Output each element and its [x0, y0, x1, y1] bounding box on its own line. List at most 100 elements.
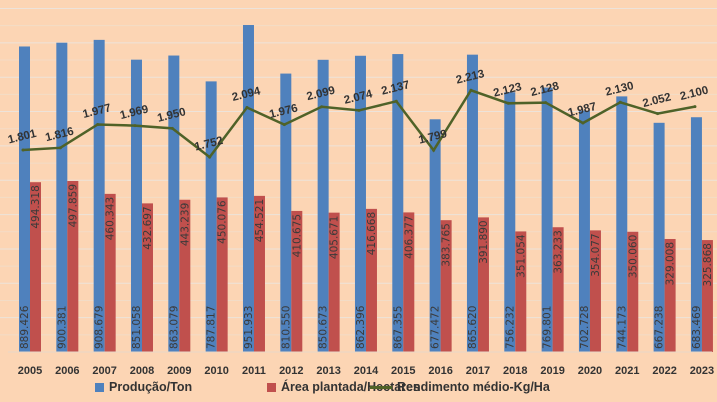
x-tick-label: 2023: [690, 365, 714, 377]
bar-label-producao: 867.355: [392, 306, 404, 349]
bar-label-producao: 850.673: [318, 306, 330, 349]
bar-producao: [616, 96, 628, 352]
x-tick-label: 2010: [204, 365, 228, 377]
bar-label-area: 432.697: [142, 206, 154, 249]
bar-label-producao: 951.933: [243, 306, 255, 349]
bar-area: [664, 238, 676, 352]
bar-label-area: 350.060: [627, 235, 639, 278]
legend-item-area: Área plantada/Hectares: [267, 380, 420, 394]
line-point: [245, 106, 249, 110]
bar-producao: [317, 59, 329, 352]
line-label-rendimento: 2.130: [604, 80, 635, 99]
bar-area: [291, 210, 303, 352]
legend-item-producao: Produção/Ton: [95, 380, 192, 394]
bar-producao: [392, 54, 404, 352]
bar-producao: [168, 55, 180, 353]
bar-area: [30, 182, 41, 352]
line-point: [96, 122, 100, 126]
bar-area: [440, 220, 452, 352]
line-point: [618, 100, 622, 104]
line-point: [282, 123, 286, 127]
bar-label-area: 494.318: [30, 185, 42, 228]
x-tick-label: 2018: [503, 365, 527, 377]
bar-label-area: 325.868: [702, 243, 714, 286]
x-tick-label: 2011: [242, 365, 266, 377]
legend-label: Produção/Ton: [109, 380, 193, 394]
bar-label-producao: 677.472: [430, 306, 442, 349]
x-tick-label: 2014: [354, 365, 379, 377]
bar-label-producao: 862.396: [355, 305, 367, 349]
bar-label-area: 363.233: [553, 230, 565, 273]
line-point: [133, 124, 137, 128]
line-point: [544, 101, 548, 105]
legend-swatch-red: [267, 382, 276, 392]
bar-area: [179, 199, 191, 352]
line-point: [320, 105, 324, 109]
bar-label-area: 460.343: [105, 197, 117, 240]
bar-label-producao: 683.469: [691, 306, 703, 349]
bar-area: [216, 197, 228, 352]
bar-area: [328, 212, 340, 352]
bar-producao: [280, 73, 292, 352]
bar-label-area: 406.377: [403, 215, 415, 258]
x-tick-label: 2017: [466, 365, 490, 377]
x-tick-label: 2009: [167, 365, 191, 377]
legend-swatch-blue: [95, 382, 104, 392]
bar-label-producao: 756.232: [504, 306, 516, 349]
line-point: [208, 155, 212, 159]
bar-label-area: 454.521: [254, 199, 266, 242]
bar-label-area: 329.008: [665, 242, 677, 285]
bar-label-producao: 900.381: [56, 306, 68, 349]
bar-label-producao: 851.058: [131, 306, 143, 349]
legend-label: Rendimento médio-Kg/Ha: [397, 380, 550, 394]
x-tick-label: 2005: [18, 365, 42, 377]
x-tick-label: 2015: [391, 365, 415, 377]
legend-label: Área plantada/Hectares: [281, 380, 420, 394]
bar-area: [701, 240, 713, 352]
line-label-rendimento: 2.100: [679, 84, 710, 103]
bar-label-producao: 702.728: [579, 306, 591, 349]
x-tick-label: 2012: [279, 365, 303, 377]
line-point: [656, 112, 660, 116]
bar-producao: [56, 42, 68, 353]
line-point: [394, 99, 398, 103]
bar-producao: [541, 87, 553, 352]
line-point: [581, 121, 585, 125]
bar-area: [477, 217, 489, 352]
bar-label-area: 354.077: [590, 233, 602, 276]
bar-producao: [429, 119, 441, 353]
bar-label-producao: 744.173: [616, 306, 628, 349]
bar-producao: [690, 117, 702, 353]
line-point: [58, 146, 62, 150]
bar-label-area: 443.239: [179, 203, 191, 246]
x-tick-label: 2007: [92, 365, 116, 377]
line-point: [693, 105, 697, 109]
line-point: [469, 88, 473, 92]
bar-producao: [504, 92, 516, 352]
bar-area: [141, 203, 153, 352]
x-tick-label: 2022: [652, 365, 676, 377]
bar-producao: [130, 59, 142, 353]
bar-label-area: 405.671: [329, 216, 341, 259]
bar-area: [253, 195, 265, 352]
line-point: [21, 148, 25, 152]
line-point: [432, 148, 436, 152]
bar-producao: [354, 55, 366, 353]
bar-label-producao: 769.801: [542, 306, 554, 349]
x-tick-label: 2021: [615, 365, 639, 377]
x-tick-label: 2013: [316, 365, 340, 377]
bar-area: [365, 208, 377, 352]
x-tick-label: 2008: [130, 365, 154, 377]
legend-swatch-line: [370, 385, 392, 389]
bar-area: [403, 212, 415, 352]
bar-label-producao: 889.426: [19, 305, 31, 349]
bar-area: [104, 193, 116, 352]
bar-label-area: 497.859: [67, 184, 79, 227]
bar-label-area: 391.890: [478, 220, 490, 263]
bar-producao: [205, 81, 217, 352]
x-tick-label: 2019: [540, 365, 564, 377]
bar-label-producao: 810.550: [280, 306, 292, 349]
bar-producao: [19, 46, 30, 352]
bar-label-producao: 787.817: [206, 306, 218, 349]
